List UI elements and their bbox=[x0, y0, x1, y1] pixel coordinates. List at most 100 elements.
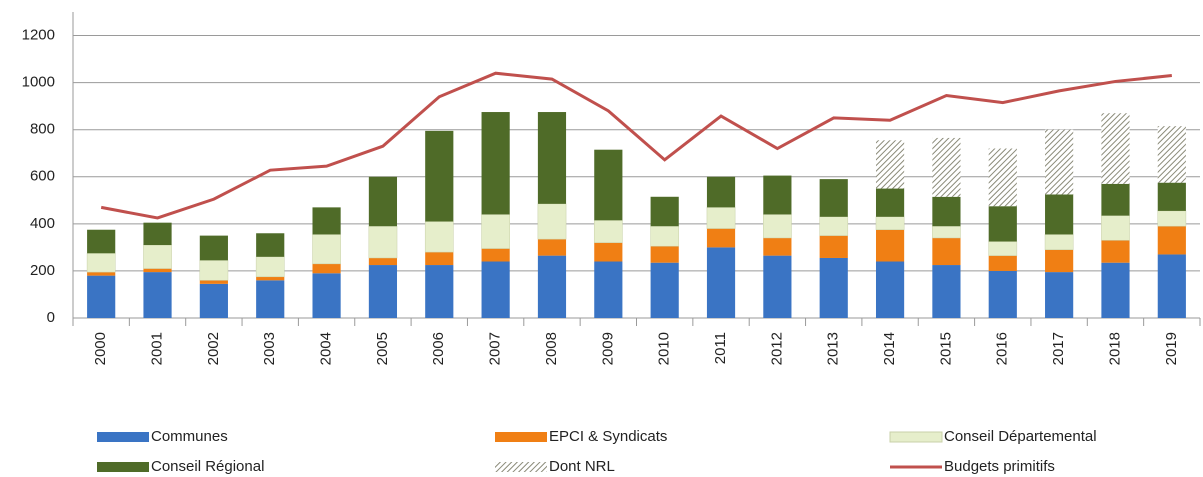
x-tick-label: 2008 bbox=[543, 332, 560, 365]
bar-segment bbox=[1045, 129, 1074, 195]
bar-segment bbox=[1044, 234, 1074, 250]
bar-segment bbox=[537, 203, 567, 240]
bar-segment bbox=[763, 237, 792, 256]
bar-segment bbox=[1101, 262, 1130, 318]
bar-segment bbox=[255, 256, 285, 278]
bar-segment bbox=[256, 233, 285, 257]
legend-swatch bbox=[97, 462, 149, 472]
bar-segment bbox=[819, 216, 849, 236]
bar-segment bbox=[87, 229, 116, 254]
y-tick-label: 400 bbox=[30, 215, 55, 232]
bar-segment bbox=[763, 255, 792, 318]
bar-segment bbox=[1157, 254, 1186, 318]
bar-segment bbox=[875, 140, 905, 189]
bar-segment bbox=[988, 270, 1017, 318]
x-tick-label: 2004 bbox=[318, 332, 335, 365]
x-tick-label: 2010 bbox=[656, 332, 673, 365]
x-tick-label: 2019 bbox=[1163, 332, 1180, 365]
y-tick-label: 1200 bbox=[22, 27, 55, 44]
bar-segment bbox=[1101, 183, 1130, 216]
bar-segment bbox=[988, 241, 1018, 256]
bar-segment bbox=[1101, 113, 1130, 184]
bar-segment bbox=[425, 130, 454, 222]
bar-segment bbox=[312, 234, 341, 265]
bar-segment bbox=[932, 137, 961, 197]
bar-segment bbox=[256, 276, 285, 281]
legend-label: EPCI & Syndicats bbox=[549, 428, 667, 445]
bar-segment bbox=[199, 235, 228, 261]
bar-segment bbox=[650, 196, 679, 227]
x-tick-label: 2001 bbox=[148, 332, 165, 365]
bar-segment bbox=[87, 272, 116, 276]
bar-segment bbox=[199, 260, 229, 281]
legend-label: Conseil Départemental bbox=[944, 428, 1097, 445]
bar-segment bbox=[650, 246, 679, 263]
bar-segment bbox=[368, 265, 398, 318]
bar-segment bbox=[1045, 272, 1074, 318]
bar-segment bbox=[312, 207, 341, 235]
legend-label: Communes bbox=[151, 428, 228, 445]
bar-segment bbox=[988, 148, 1017, 207]
bar-segment bbox=[143, 268, 172, 273]
bar-segment bbox=[875, 188, 905, 217]
legend-label: Budgets primitifs bbox=[944, 458, 1055, 475]
bar-segment bbox=[875, 229, 905, 262]
bar-segment bbox=[988, 255, 1017, 271]
bar-segment bbox=[593, 220, 623, 243]
bar-segment bbox=[706, 228, 736, 248]
legend-swatch bbox=[495, 462, 547, 472]
y-tick-label: 1000 bbox=[22, 74, 55, 91]
bar-segment bbox=[481, 112, 510, 215]
y-tick-label: 800 bbox=[30, 121, 55, 138]
bar-segment bbox=[706, 207, 736, 229]
bar-segment bbox=[1157, 226, 1186, 255]
bar-segment bbox=[86, 253, 116, 273]
x-tick-label: 2012 bbox=[768, 332, 785, 365]
bar-segment bbox=[988, 206, 1017, 242]
x-tick-label: 2005 bbox=[374, 332, 391, 365]
bar-segment bbox=[1157, 182, 1186, 211]
x-tick-label: 2018 bbox=[1106, 332, 1123, 365]
bar-segment bbox=[481, 261, 510, 318]
bar-segment bbox=[932, 265, 961, 318]
bar-segment bbox=[537, 255, 567, 318]
bar-segment bbox=[1157, 126, 1186, 183]
bar-segment bbox=[706, 247, 736, 318]
bar-segment bbox=[819, 235, 848, 258]
bar-segment bbox=[481, 214, 510, 249]
bar-segment bbox=[875, 216, 905, 230]
bar-segment bbox=[537, 239, 567, 256]
bar-segment bbox=[932, 237, 961, 266]
bar-segment bbox=[650, 262, 679, 318]
bar-segment bbox=[143, 244, 172, 269]
bar-segment bbox=[537, 112, 567, 204]
bar-segment bbox=[875, 261, 905, 318]
bar-segment bbox=[87, 275, 116, 318]
bar-segment bbox=[425, 252, 454, 266]
bar-segment bbox=[1101, 240, 1130, 263]
bar-segment bbox=[763, 175, 792, 215]
bar-segment bbox=[594, 242, 623, 262]
x-tick-label: 2006 bbox=[430, 332, 447, 365]
x-tick-label: 2016 bbox=[994, 332, 1011, 365]
bar-segment bbox=[256, 280, 285, 318]
bar-segment bbox=[763, 214, 792, 239]
y-tick-label: 200 bbox=[30, 262, 55, 279]
bar-segment bbox=[312, 263, 341, 274]
bar-segment bbox=[650, 225, 680, 247]
bar-segment bbox=[932, 196, 961, 227]
y-tick-label: 600 bbox=[30, 168, 55, 185]
bar-segment bbox=[368, 176, 398, 227]
bar-segment bbox=[1101, 215, 1130, 241]
bar-segment bbox=[199, 280, 228, 284]
bar-segment bbox=[706, 176, 736, 208]
legend-label: Conseil Régional bbox=[151, 458, 264, 475]
x-tick-label: 2014 bbox=[881, 332, 898, 365]
bar-segment bbox=[594, 261, 623, 318]
bar-segment bbox=[368, 225, 398, 259]
legend-label: Dont NRL bbox=[549, 458, 615, 475]
x-tick-label: 2015 bbox=[937, 332, 954, 365]
x-tick-label: 2013 bbox=[825, 332, 842, 365]
legend-swatch bbox=[889, 431, 943, 443]
